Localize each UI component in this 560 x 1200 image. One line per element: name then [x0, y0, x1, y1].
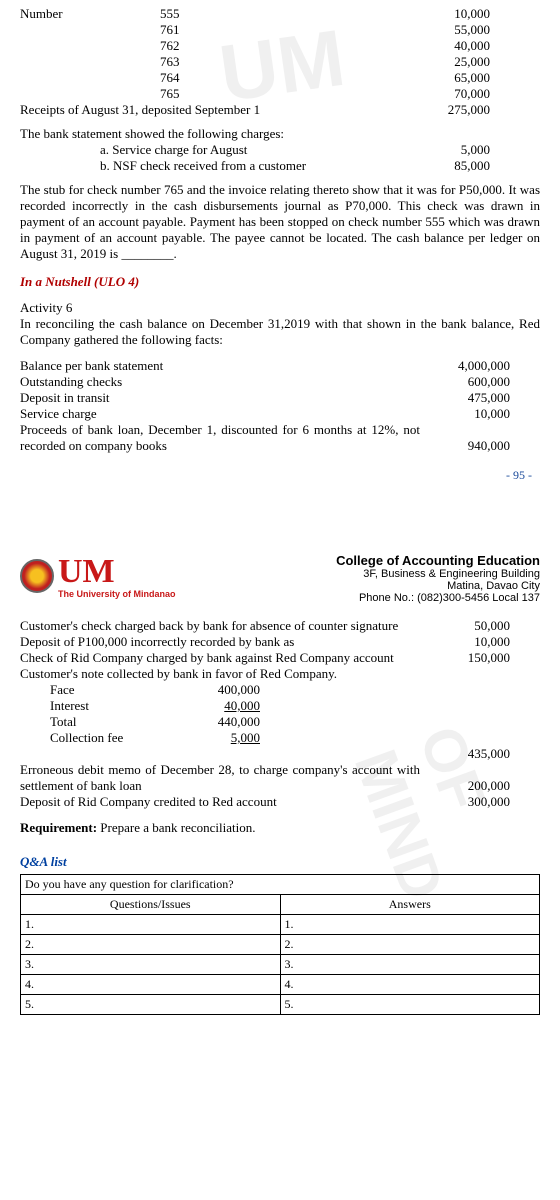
college-addr2: Matina, Davao City [336, 580, 540, 592]
lower-label: Customer's check charged back by bank fo… [20, 618, 420, 634]
note-val: 400,000 [180, 682, 260, 698]
qa-cell[interactable]: 3. [280, 955, 540, 975]
qa-cell[interactable]: 3. [21, 955, 281, 975]
fact-amt: 475,000 [420, 390, 510, 406]
check-amt: 40,000 [415, 38, 490, 54]
qa-cell[interactable]: 4. [21, 975, 281, 995]
dep-rid-amt: 300,000 [420, 794, 510, 810]
requirement-label: Requirement: [20, 820, 97, 835]
err-memo-label: Erroneous debit memo of December 28, to … [20, 762, 420, 794]
lower-amt: 50,000 [420, 618, 510, 634]
fact-amt: 10,000 [420, 406, 510, 422]
check-num: 555 [160, 6, 220, 22]
fact-label: Outstanding checks [20, 374, 420, 390]
charge-a-amt: 5,000 [415, 142, 490, 158]
qa-prompt: Do you have any question for clarificati… [21, 875, 540, 895]
lower-amt: 150,000 [420, 650, 510, 666]
qa-cell[interactable]: 1. [21, 915, 281, 935]
check-num: 762 [160, 38, 220, 54]
fact-amt: 4,000,000 [420, 358, 510, 374]
check-num: 764 [160, 70, 220, 86]
lower-amt: 10,000 [420, 634, 510, 650]
college-title: College of Accounting Education [336, 553, 540, 568]
note-label: Interest [20, 698, 180, 714]
note-val: 440,000 [180, 714, 260, 730]
charge-b-amt: 85,000 [415, 158, 490, 174]
check-num: 763 [160, 54, 220, 70]
check-num: 765 [160, 86, 220, 102]
note-label: Collection fee [20, 730, 180, 746]
bank-stmt-intro: The bank statement showed the following … [20, 126, 540, 142]
note-label: Total [20, 714, 180, 730]
check-amt: 70,000 [415, 86, 490, 102]
note-val: 5,000 [180, 730, 260, 746]
requirement-text: Prepare a bank reconciliation. [97, 820, 255, 835]
qa-table: Do you have any question for clarificati… [20, 874, 540, 1015]
fact-label: Balance per bank statement [20, 358, 420, 374]
charge-b: b. NSF check received from a customer [20, 158, 415, 174]
receipts-amt: 275,000 [415, 102, 490, 118]
qa-cell[interactable]: 2. [21, 935, 281, 955]
check-amt: 55,000 [415, 22, 490, 38]
fact-label: Proceeds of bank loan, December 1, disco… [20, 422, 420, 454]
receipts-line: Receipts of August 31, deposited Septemb… [20, 102, 415, 118]
university-subtitle: The University of Mindanao [58, 589, 176, 599]
check-amt: 10,000 [415, 6, 490, 22]
err-memo-amt: 200,000 [420, 778, 510, 794]
college-addr1: 3F, Business & Engineering Building [336, 568, 540, 580]
activity6-title: Activity 6 [20, 300, 540, 316]
check-amt: 65,000 [415, 70, 490, 86]
qa-cell[interactable]: 5. [21, 995, 281, 1015]
note-val: 40,000 [180, 698, 260, 714]
fact-amt: 940,000 [420, 438, 510, 454]
number-label: Number [20, 6, 160, 22]
um-wordmark: UM [58, 553, 176, 591]
fact-amt: 600,000 [420, 374, 510, 390]
note-label: Face [20, 682, 180, 698]
check-amt: 25,000 [415, 54, 490, 70]
stub-paragraph: The stub for check number 765 and the in… [20, 182, 540, 262]
page-number: - 95 - [20, 468, 540, 483]
lower-label: Check of Rid Company charged by bank aga… [20, 650, 420, 666]
college-phone: Phone No.: (082)300-5456 Local 137 [336, 592, 540, 604]
fact-label: Deposit in transit [20, 390, 420, 406]
fact-label: Service charge [20, 406, 420, 422]
um-logo-icon [20, 559, 54, 593]
activity6-intro: In reconciling the cash balance on Decem… [20, 316, 540, 348]
check-num: 761 [160, 22, 220, 38]
qa-cell[interactable]: 4. [280, 975, 540, 995]
qa-cell[interactable]: 5. [280, 995, 540, 1015]
page-header: UM The University of Mindanao College of… [20, 553, 540, 604]
note-total-amt: 435,000 [420, 746, 510, 762]
qa-cell[interactable]: 2. [280, 935, 540, 955]
dep-rid-label: Deposit of Rid Company credited to Red a… [20, 794, 420, 810]
qa-col-answers: Answers [280, 895, 540, 915]
note-intro: Customer's note collected by bank in fav… [20, 666, 540, 682]
qa-cell[interactable]: 1. [280, 915, 540, 935]
qa-heading: Q&A list [20, 854, 540, 870]
nutshell-heading: In a Nutshell (ULO 4) [20, 274, 540, 290]
qa-col-questions: Questions/Issues [21, 895, 281, 915]
lower-label: Deposit of P100,000 incorrectly recorded… [20, 634, 420, 650]
charge-a: a. Service charge for August [20, 142, 415, 158]
